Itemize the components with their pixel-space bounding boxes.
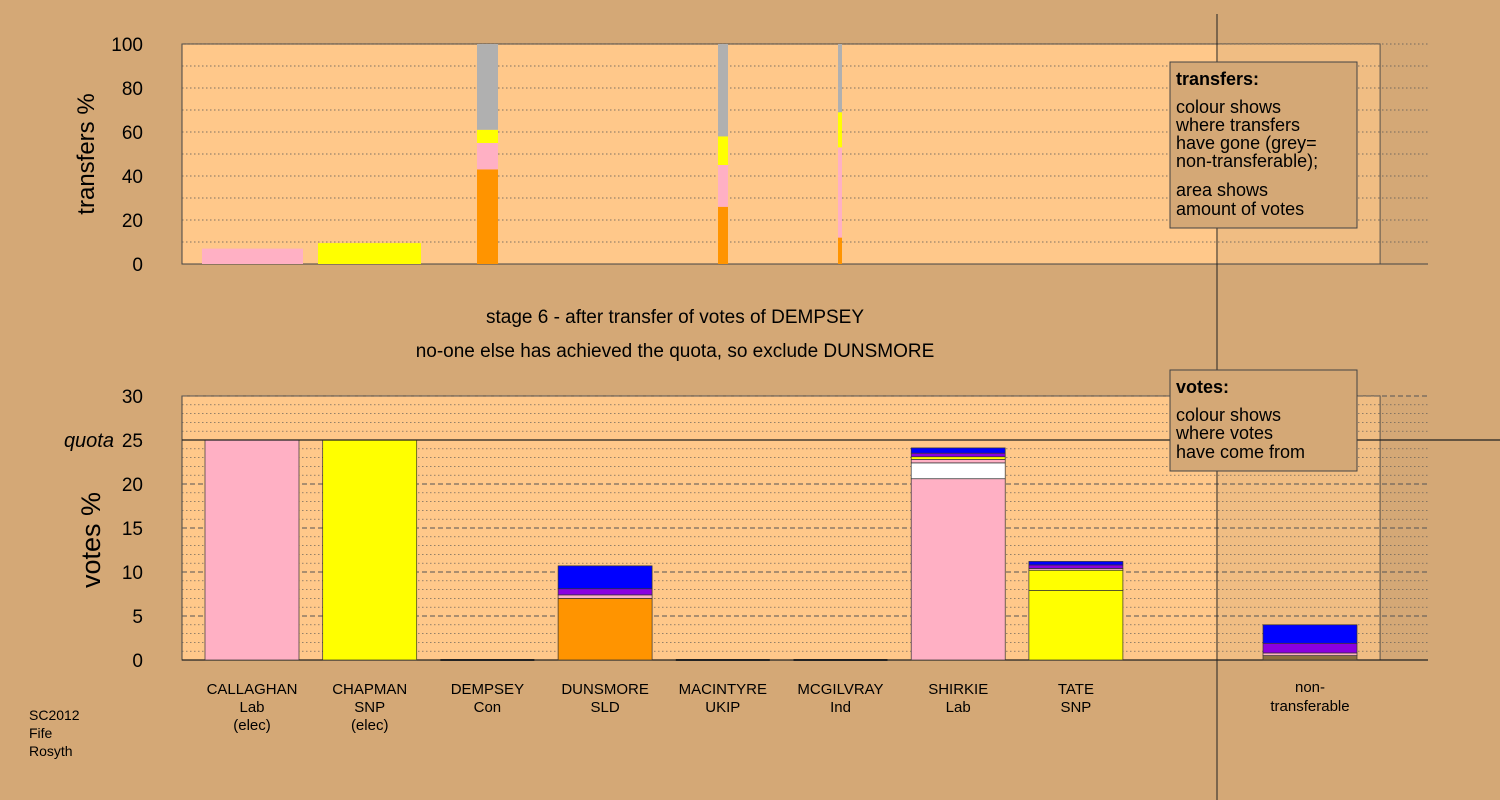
- candidate-name: TATE: [1058, 681, 1094, 698]
- votes-legend: votes: colour shows where votes have com…: [1169, 369, 1358, 472]
- candidate-party: Lab: [946, 699, 971, 716]
- transfers-legend: transfers: colour shows where transfers …: [1169, 61, 1358, 229]
- votes-legend-line: colour shows: [1176, 405, 1281, 425]
- candidate-name: SHIRKIE: [928, 681, 988, 698]
- votes-y-axis-label: votes %: [76, 492, 106, 588]
- vote-bar-segment: [910, 447, 1006, 454]
- y-tick-label: 15: [122, 519, 143, 540]
- y-tick-label: 40: [122, 167, 143, 188]
- transfer-bar-segment: [202, 248, 303, 264]
- vote-bar-segment: [910, 462, 1006, 480]
- transfer-bar-segment: [477, 169, 498, 264]
- transfer-bar-segment: [838, 44, 842, 113]
- vote-bar-segment: [557, 598, 653, 661]
- vote-bar-segment: [1028, 569, 1124, 591]
- candidate-party: Ind: [830, 699, 851, 716]
- candidate-party: SLD: [591, 699, 620, 716]
- candidate-name: MCGILVRAY: [797, 681, 883, 698]
- y-tick-label: 10: [122, 563, 143, 584]
- nontransferable-bar-segment: [1262, 652, 1358, 656]
- votes-y-ticks: 0 5 10 15 20 25 30: [122, 387, 143, 672]
- y-tick-label: 100: [111, 35, 143, 56]
- transfer-bar-segment: [477, 129, 498, 143]
- y-tick-label: 25: [122, 431, 143, 452]
- transfer-bar-segment: [477, 143, 498, 170]
- transfers-legend-line: where transfers: [1175, 115, 1300, 135]
- nontransferable-bar-segment: [1262, 642, 1358, 654]
- votes-legend-line: have come from: [1176, 442, 1305, 462]
- y-tick-label: 0: [132, 255, 143, 276]
- y-tick-label: 20: [122, 475, 143, 496]
- transfer-bar-segment: [838, 112, 842, 148]
- transfer-bar-segment: [318, 243, 421, 264]
- y-tick-label: 30: [122, 387, 143, 408]
- transfer-bar-segment: [718, 44, 728, 137]
- vote-bar-segment: [910, 459, 1006, 464]
- transfers-y-axis-label: transfers %: [73, 93, 100, 214]
- vote-bar-segment: [322, 439, 418, 661]
- candidate-party: Con: [474, 699, 502, 716]
- candidate-status: (elec): [351, 717, 389, 734]
- transfers-legend-line: colour shows: [1176, 97, 1281, 117]
- vote-bar-segment: [910, 478, 1006, 661]
- transfer-bar-segment: [838, 147, 842, 238]
- y-tick-label: 5: [132, 607, 143, 628]
- candidate-status: (elec): [233, 717, 271, 734]
- candidate-name: CHAPMAN: [332, 681, 407, 698]
- vote-bar-segment: [204, 439, 300, 661]
- y-tick-label: 20: [122, 211, 143, 232]
- vote-bar-segment: [557, 594, 653, 599]
- transfer-bar-segment: [718, 136, 728, 165]
- transfers-bars: [202, 44, 842, 264]
- transfers-legend-line: area shows: [1176, 180, 1268, 200]
- candidate-party: UKIP: [705, 699, 740, 716]
- votes-legend-line: where votes: [1175, 423, 1273, 443]
- candidate-party: Lab: [239, 699, 264, 716]
- transfers-legend-title: transfers:: [1176, 69, 1259, 89]
- y-tick-label: 80: [122, 79, 143, 100]
- candidate-party: SNP: [354, 699, 385, 716]
- transfer-bar-segment: [718, 165, 728, 207]
- quota-label: quota: [64, 430, 114, 452]
- vote-bar-segment: [910, 452, 1006, 458]
- stage-title: stage 6 - after transfer of votes of DEM…: [486, 307, 864, 328]
- candidate-labels: CALLAGHANLab(elec)CHAPMANSNP(elec)DEMPSE…: [207, 679, 1350, 734]
- footer-ward: Rosyth: [29, 743, 73, 759]
- vote-bar-segment: [1028, 564, 1124, 569]
- nontransferable-bar-segment: [1262, 624, 1358, 644]
- y-tick-label: 60: [122, 123, 143, 144]
- transfers-legend-line: amount of votes: [1176, 199, 1304, 219]
- stage-subtitle: no-one else has achieved the quota, so e…: [416, 341, 935, 362]
- candidate-name: CALLAGHAN: [207, 681, 298, 698]
- nontransferable-bar-segment: [1262, 655, 1358, 661]
- transfers-legend-line: non-transferable);: [1176, 151, 1318, 171]
- candidate-name: DEMPSEY: [451, 681, 524, 698]
- vote-bar-segment: [557, 565, 653, 590]
- transfer-bar-segment: [838, 237, 842, 264]
- votes-bars: [204, 439, 1358, 661]
- transfers-legend-line: have gone (grey=: [1176, 133, 1317, 153]
- vote-bar-segment: [1028, 590, 1124, 661]
- nontransferable-label: transferable: [1270, 698, 1349, 715]
- vote-bar-segment: [557, 588, 653, 596]
- vote-bar-segment: [1028, 561, 1124, 566]
- nontransferable-label: non-: [1295, 679, 1325, 696]
- footer-election: SC2012: [29, 707, 80, 723]
- transfers-y-ticks: 0 20 40 60 80 100: [111, 35, 143, 276]
- candidate-name: MACINTYRE: [679, 681, 767, 698]
- vote-bar-segment: [910, 456, 1006, 460]
- footer-council: Fife: [29, 725, 53, 741]
- y-tick-label: 0: [132, 651, 143, 672]
- candidate-party: SNP: [1060, 699, 1091, 716]
- transfer-bar-segment: [477, 44, 498, 130]
- transfer-bar-segment: [718, 206, 728, 264]
- candidate-name: DUNSMORE: [561, 681, 649, 698]
- votes-legend-title: votes:: [1176, 377, 1229, 397]
